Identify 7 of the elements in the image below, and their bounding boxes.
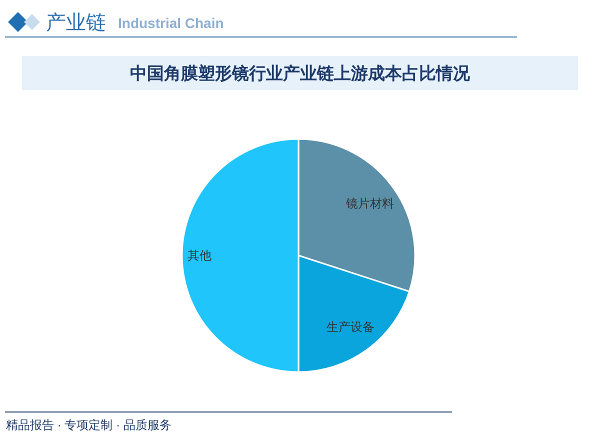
text: 精品报告 · 专项定制 · 品质服务 [6, 418, 172, 432]
text: 产业链 [46, 12, 106, 34]
chart-title: 中国角膜塑形镜行业产业链上游成本占比情况 [130, 63, 471, 83]
slice-label: 生产设备 [326, 320, 375, 334]
text: Industrial Chain [118, 15, 224, 31]
slice-label: 镜片材料 [345, 196, 394, 210]
slice-label: 其他 [187, 248, 212, 262]
